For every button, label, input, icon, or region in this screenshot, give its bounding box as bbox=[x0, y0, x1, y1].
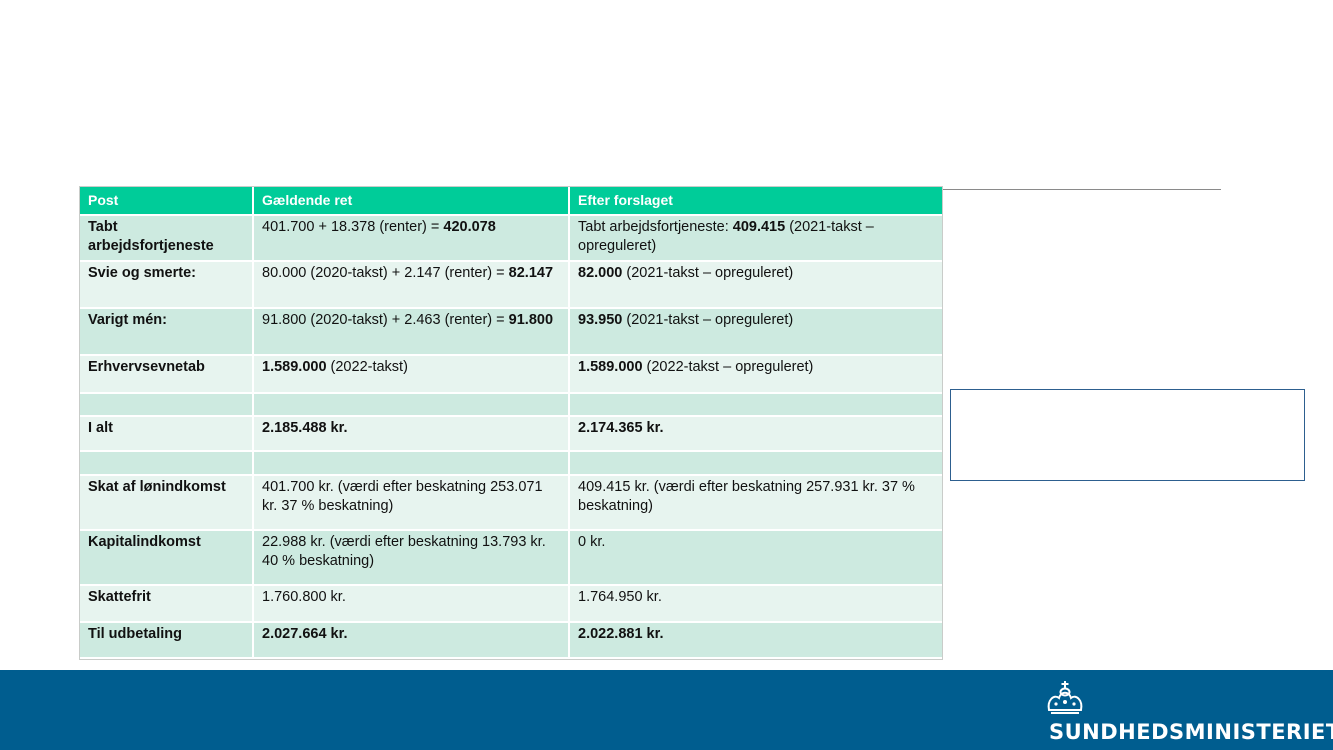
current-law-cell: 2.185.488 kr. bbox=[253, 416, 570, 452]
footer-bar: SUNDHEDSMINISTERIET bbox=[0, 670, 1333, 750]
proposal-cell: 2.174.365 kr. bbox=[569, 416, 942, 452]
row-label: Kapitalindkomst bbox=[80, 530, 254, 586]
current-law-cell: 22.988 kr. (værdi efter beskatning 13.79… bbox=[253, 530, 570, 586]
current-law-cell: 401.700 + 18.378 (renter) = 420.078 bbox=[253, 215, 570, 262]
table-row: Varigt mén: 91.800 (2020-takst) + 2.463 … bbox=[80, 308, 942, 356]
proposal-cell: 2.022.881 kr. bbox=[569, 622, 942, 659]
row-label: I alt bbox=[80, 416, 254, 452]
empty-cell bbox=[253, 451, 570, 476]
proposal-cell: 409.415 kr. (værdi efter beskatning 257.… bbox=[569, 475, 942, 531]
empty-cell bbox=[569, 393, 942, 417]
empty-cell bbox=[569, 451, 942, 476]
table-row: Kapitalindkomst 22.988 kr. (værdi efter … bbox=[80, 530, 942, 586]
table-row: Skattefrit 1.760.800 kr. 1.764.950 kr. bbox=[80, 585, 942, 623]
current-law-cell: 1.760.800 kr. bbox=[253, 585, 570, 623]
current-law-cell: 1.589.000 (2022-takst) bbox=[253, 355, 570, 394]
header-post: Post bbox=[80, 187, 254, 216]
proposal-cell: 0 kr. bbox=[569, 530, 942, 586]
row-label: Erhvervsevnetab bbox=[80, 355, 254, 394]
table-row-empty bbox=[80, 393, 942, 417]
row-label: Skattefrit bbox=[80, 585, 254, 623]
table-row: Tabt arbejdsfortjeneste 401.700 + 18.378… bbox=[80, 215, 942, 262]
crown-icon bbox=[1047, 681, 1083, 714]
brand-wordmark: SUNDHEDSMINISTERIET bbox=[1049, 720, 1333, 744]
table-header-row: Post Gældende ret Efter forslaget bbox=[80, 187, 942, 216]
table-row: Skat af lønindkomst 401.700 kr. (værdi e… bbox=[80, 475, 942, 531]
current-law-cell: 80.000 (2020-takst) + 2.147 (renter) = 8… bbox=[253, 261, 570, 309]
table-row-total: I alt 2.185.488 kr. 2.174.365 kr. bbox=[80, 416, 942, 452]
table-row-payout: Til udbetaling 2.027.664 kr. 2.022.881 k… bbox=[80, 622, 942, 659]
proposal-cell: 1.589.000 (2022-takst – opreguleret) bbox=[569, 355, 942, 394]
table-row: Svie og smerte: 80.000 (2020-takst) + 2.… bbox=[80, 261, 942, 309]
empty-cell bbox=[253, 393, 570, 417]
table-row-empty bbox=[80, 451, 942, 476]
empty-cell bbox=[80, 451, 254, 476]
header-after-proposal: Efter forslaget bbox=[569, 187, 942, 216]
divider-line bbox=[940, 189, 1221, 190]
row-label: Skat af lønindkomst bbox=[80, 475, 254, 531]
empty-cell bbox=[80, 393, 254, 417]
empty-text-box bbox=[950, 389, 1305, 481]
row-label: Varigt mén: bbox=[80, 308, 254, 356]
header-current-law: Gældende ret bbox=[253, 187, 570, 216]
row-label: Svie og smerte: bbox=[80, 261, 254, 309]
table-row: Erhvervsevnetab 1.589.000 (2022-takst) 1… bbox=[80, 355, 942, 394]
current-law-cell: 401.700 kr. (værdi efter beskatning 253.… bbox=[253, 475, 570, 531]
proposal-cell: Tabt arbejdsfortjeneste: 409.415 (2021-t… bbox=[569, 215, 942, 262]
comparison-table: Post Gældende ret Efter forslaget Tabt a… bbox=[79, 186, 943, 660]
row-label: Til udbetaling bbox=[80, 622, 254, 659]
row-label: Tabt arbejdsfortjeneste bbox=[80, 215, 254, 262]
proposal-cell: 93.950 (2021-takst – opreguleret) bbox=[569, 308, 942, 356]
current-law-cell: 91.800 (2020-takst) + 2.463 (renter) = 9… bbox=[253, 308, 570, 356]
current-law-cell: 2.027.664 kr. bbox=[253, 622, 570, 659]
proposal-cell: 1.764.950 kr. bbox=[569, 585, 942, 623]
proposal-cell: 82.000 (2021-takst – opreguleret) bbox=[569, 261, 942, 309]
